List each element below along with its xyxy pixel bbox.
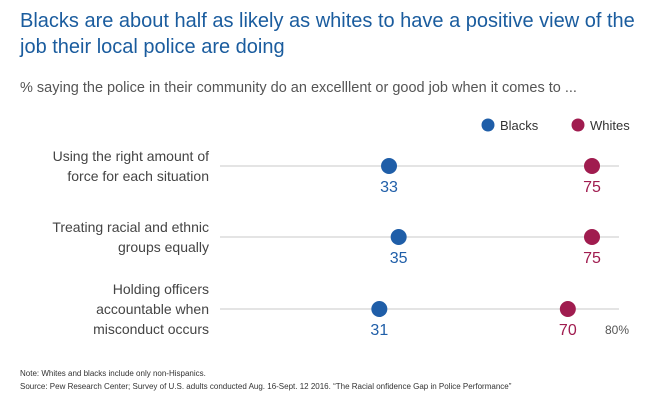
value-label-blacks: 31 [370,322,388,339]
value-label-whites: 75 [583,179,601,196]
chart-source: Source: Pew Research Center; Survey of U… [20,382,512,391]
value-label-whites: 70 [559,322,577,339]
chart-subtitle: % saying the police in their community d… [20,80,577,96]
dot-blacks [371,301,388,317]
legend-label-whites: Whites [590,118,630,133]
legend-marker-whites [571,118,585,132]
category-label: Using the right amount of [53,148,210,164]
axis-end-label: 80% [605,323,629,337]
legend-marker-blacks [481,118,495,132]
category-label: groups equally [118,239,209,255]
chart-note: Note: Whites and blacks include only non… [20,369,206,378]
value-label-blacks: 35 [390,250,408,267]
chart-title: Blacks are about half as likely as white… [20,10,635,58]
dot-whites [559,301,576,317]
value-label-whites: 75 [583,250,601,267]
dot-whites [584,229,600,245]
dot-whites [584,158,600,174]
category-label: misconduct occurs [93,321,209,337]
category-label: Holding officers [113,281,209,297]
category-label: accountable when [96,301,209,317]
legend-label-blacks: Blacks [500,118,539,133]
dot-blacks [381,158,397,174]
value-label-blacks: 33 [380,179,398,196]
dot-blacks [390,229,407,245]
category-label: force for each situation [67,168,209,184]
category-label: Treating racial and ethnic [52,219,209,235]
